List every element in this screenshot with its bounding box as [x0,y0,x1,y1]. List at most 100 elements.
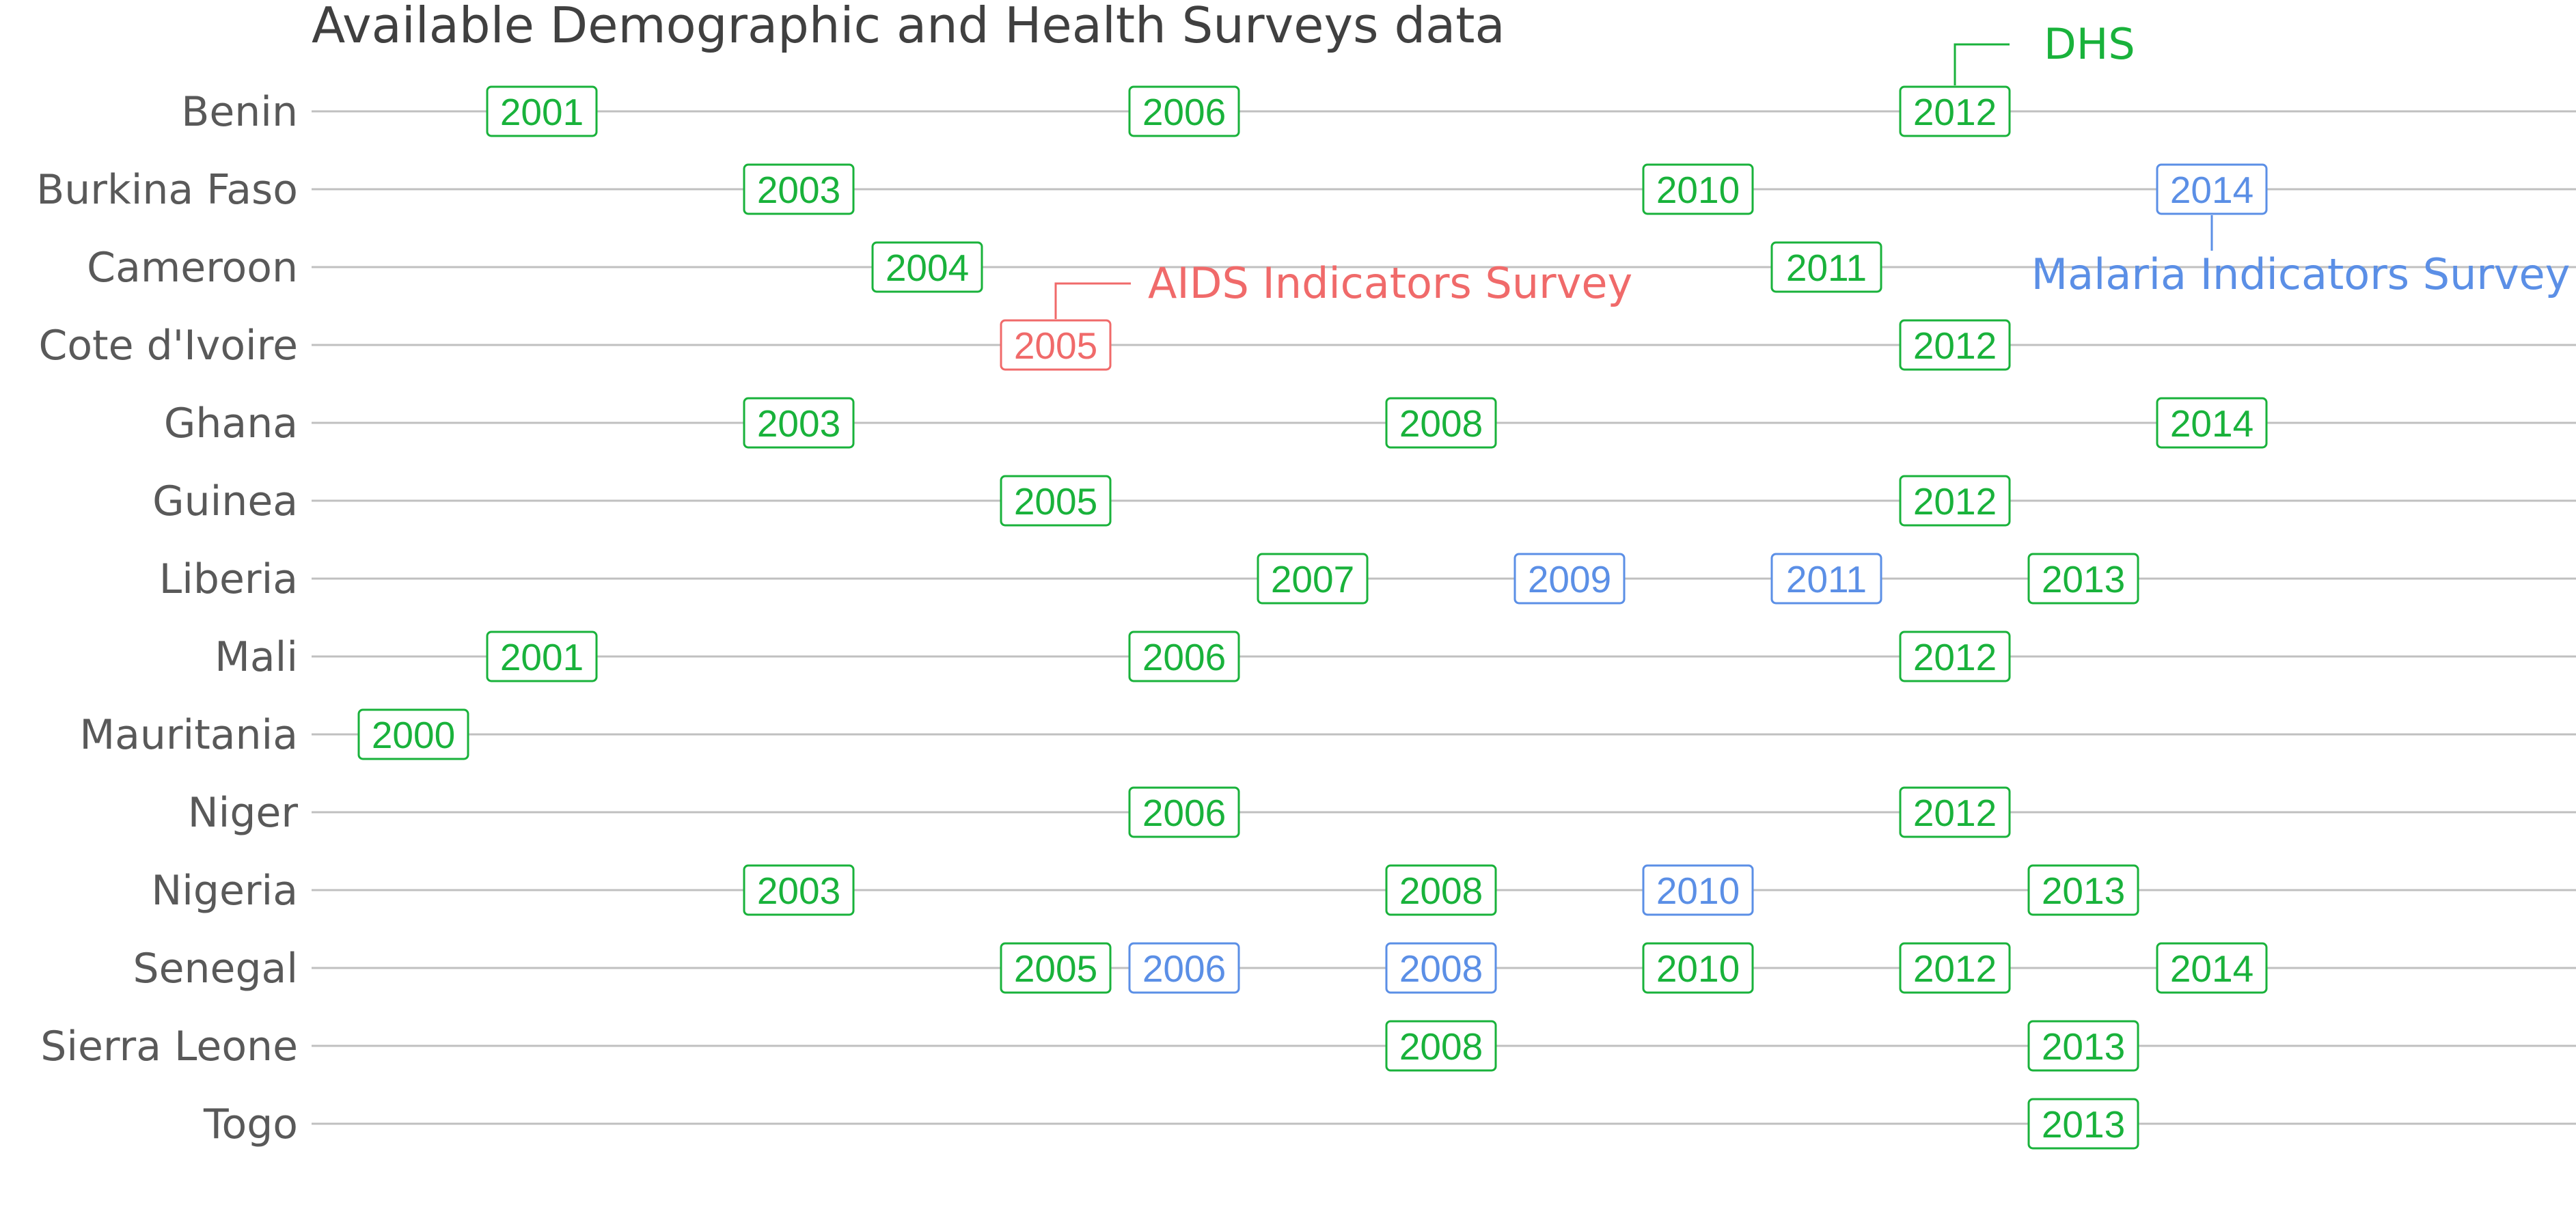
country-row-sierra-leone: Sierra Leone 2008 2013 [40,1020,2576,1072]
survey-year-label: 2006 [1142,636,1226,678]
country-label: Ghana [164,400,298,447]
survey-marker-mis-2009: 2009 [1513,553,1626,605]
survey-marker-dhs-2006: 2006 [1128,631,1240,682]
survey-marker-dhs-2008: 2008 [1385,1020,1497,1072]
survey-box [1770,241,1882,293]
survey-marker-dhs-2005: 2005 [1000,942,1112,994]
survey-year-label: 2001 [500,636,584,678]
survey-box [1128,786,1240,838]
country-rows: Benin 2001 2006 2012 Burkina Faso 2003 2010 201… [36,85,2576,1150]
country-label: Niger [188,789,299,837]
country-row-niger: Niger 2006 2012 [188,786,2576,838]
country-label: Mauritania [79,711,298,759]
country-label: Cameroon [87,244,298,292]
survey-box [1128,631,1240,682]
survey-year-label: 2007 [1271,558,1354,600]
survey-year-label: 2012 [1913,947,1997,990]
survey-box [1385,864,1497,916]
survey-marker-dhs-2012: 2012 [1899,85,2011,137]
survey-marker-dhs-2005: 2005 [1000,475,1112,527]
survey-box [486,85,598,137]
survey-box [1642,864,1754,916]
survey-marker-dhs-2008: 2008 [1385,864,1497,916]
survey-marker-dhs-2006: 2006 [1128,786,1240,838]
survey-box [2027,1098,2139,1150]
survey-year-label: 2013 [2042,558,2125,600]
survey-marker-dhs-2010: 2010 [1642,163,1754,215]
survey-box [1000,319,1112,371]
survey-year-label: 2001 [500,91,584,133]
survey-year-label: 2011 [1786,558,1867,600]
survey-marker-dhs-2000: 2000 [357,708,469,760]
survey-marker-dhs-2010: 2010 [1642,942,1754,994]
country-label: Senegal [133,945,298,993]
survey-year-label: 2005 [1014,480,1097,523]
survey-marker-dhs-2014: 2014 [2156,942,2268,994]
survey-year-label: 2012 [1913,91,1997,133]
survey-year-label: 2006 [1142,947,1226,990]
survey-year-label: 2009 [1528,558,1611,600]
survey-box [871,241,983,293]
survey-marker-dhs-2012: 2012 [1899,942,2011,994]
survey-year-label: 2012 [1913,480,1997,523]
survey-year-label: 2013 [2042,1103,2125,1146]
survey-box [1642,163,1754,215]
country-row-mauritania: Mauritania 2000 [79,708,2576,760]
survey-year-label: 2008 [1399,402,1483,445]
survey-marker-ais-2005: 2005 [1000,319,1112,371]
survey-year-label: 2010 [1656,870,1740,912]
survey-year-label: 2012 [1913,792,1997,834]
survey-box [1385,1020,1497,1072]
survey-year-label: 2014 [2170,947,2253,990]
survey-marker-dhs-2001: 2001 [486,85,598,137]
country-row-nigeria: Nigeria 2003 2008 2010 2013 [151,864,2576,916]
survey-year-label: 2006 [1142,91,1226,133]
survey-year-label: 2005 [1014,947,1097,990]
survey-box [2156,163,2268,215]
survey-marker-mis-2006: 2006 [1128,942,1240,994]
country-label: Nigeria [151,867,298,915]
survey-year-label: 2014 [2170,169,2253,211]
country-label: Cote d'Ivoire [38,322,298,370]
survey-marker-mis-2011: 2011 [1770,553,1882,605]
survey-marker-dhs-2013: 2013 [2027,553,2139,605]
survey-box [1899,786,2011,838]
survey-box [1899,319,2011,371]
survey-box [743,864,855,916]
survey-marker-mis-2010: 2010 [1642,864,1754,916]
country-row-guinea: Guinea 2005 2012 [152,475,2576,527]
survey-year-label: 2008 [1399,947,1483,990]
survey-year-label: 2000 [372,714,455,756]
survey-year-label: 2013 [2042,870,2125,912]
survey-box [1000,475,1112,527]
survey-marker-dhs-2003: 2003 [743,397,855,449]
country-label: Mali [215,633,298,681]
survey-marker-mis-2014: 2014 [2156,163,2268,215]
survey-year-label: 2008 [1399,870,1483,912]
country-label: Burkina Faso [36,166,298,214]
country-row-mali: Mali 2001 2006 2012 [215,631,2576,682]
legend-label-ais: AIDS Indicators Survey [1148,258,1632,308]
survey-year-label: 2012 [1913,324,1997,367]
survey-year-label: 2008 [1399,1025,1483,1068]
chart-legend: DHS AIDS Indicators Survey Malaria Indicat… [1054,19,2571,319]
survey-year-label: 2003 [757,870,840,912]
country-label: Guinea [152,477,298,525]
survey-box [1128,942,1240,994]
survey-box [2027,553,2139,605]
survey-box [357,708,469,760]
country-label: Togo [203,1101,298,1148]
legend-label-mis: Malaria Indicators Survey [2031,249,2571,299]
survey-marker-dhs-2003: 2003 [743,864,855,916]
country-row-benin: Benin 2001 2006 2012 [181,85,2576,137]
survey-marker-dhs-2003: 2003 [743,163,855,215]
survey-box [1513,553,1626,605]
survey-year-label: 2003 [757,169,840,211]
survey-year-label: 2006 [1142,792,1226,834]
survey-box [2027,864,2139,916]
survey-year-label: 2010 [1656,947,1740,990]
survey-box [1899,475,2011,527]
country-row-togo: Togo 2013 [203,1098,2576,1150]
